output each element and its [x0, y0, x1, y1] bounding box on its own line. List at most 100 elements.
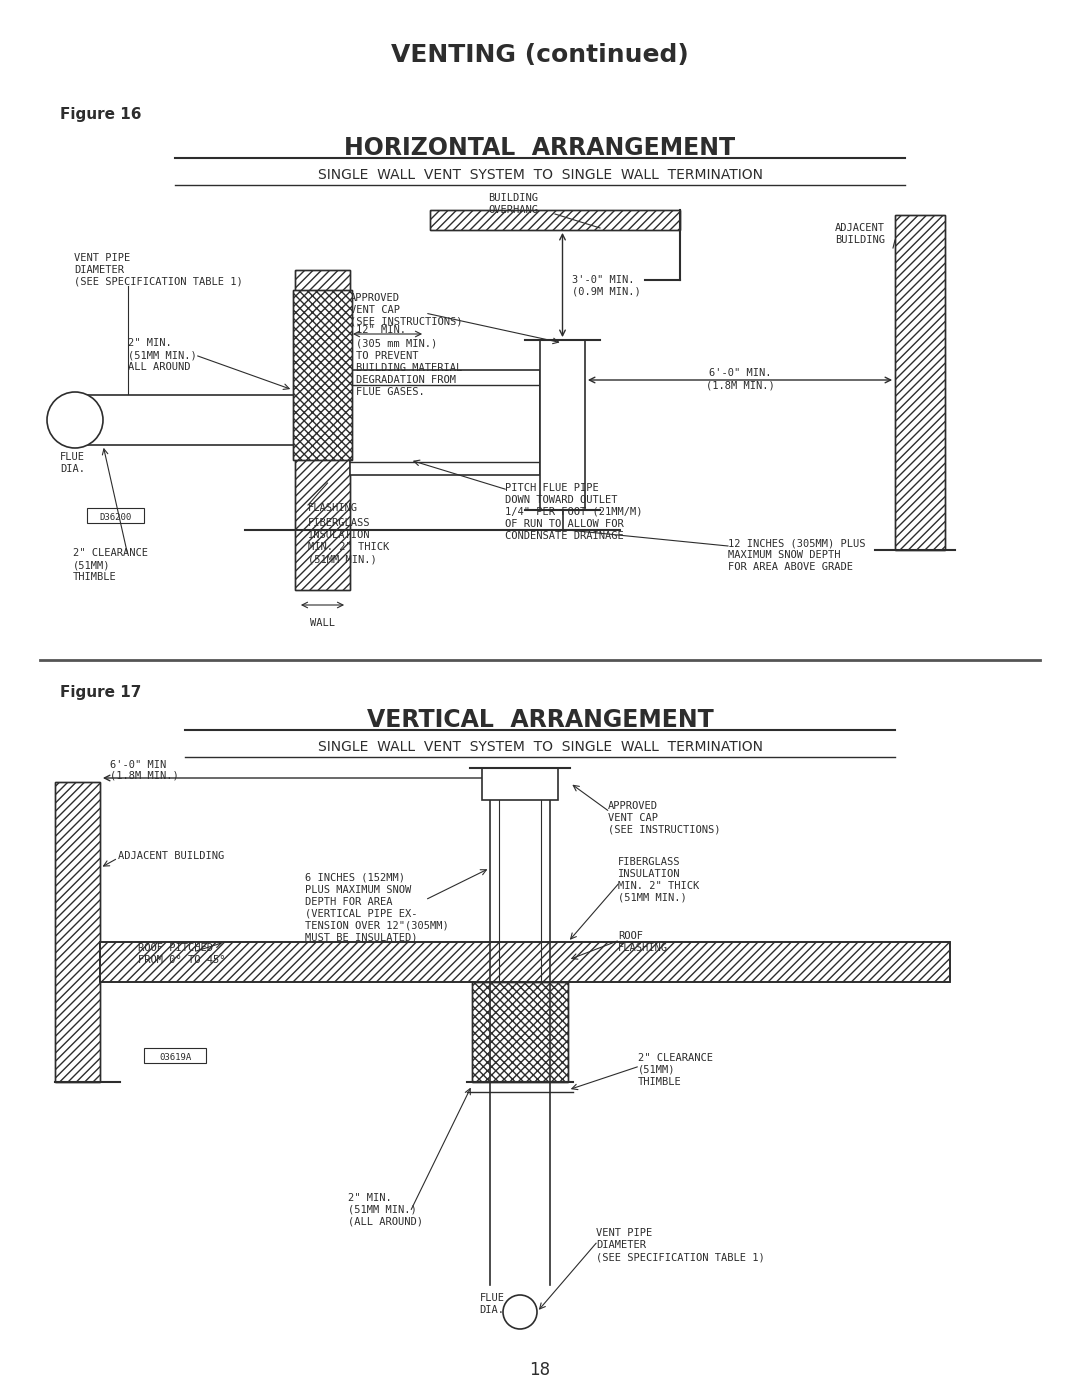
Bar	[100, 942, 950, 982]
Text: Figure 17: Figure 17	[60, 685, 141, 700]
Text: DIAMETER: DIAMETER	[596, 1241, 646, 1250]
Text: (SEE SPECIFICATION TABLE 1): (SEE SPECIFICATION TABLE 1)	[596, 1252, 765, 1261]
Bar	[55, 782, 100, 1083]
Text: 03619A: 03619A	[159, 1052, 191, 1062]
Text: MUST BE INSULATED): MUST BE INSULATED)	[305, 933, 418, 943]
Text: 18: 18	[529, 1361, 551, 1379]
Text: MIN. 2" THICK: MIN. 2" THICK	[308, 542, 389, 552]
Bar	[472, 982, 568, 1083]
Text: (VERTICAL PIPE EX-: (VERTICAL PIPE EX-	[305, 909, 418, 919]
Text: DIAMETER: DIAMETER	[75, 265, 124, 275]
Text: VERTICAL  ARRANGEMENT: VERTICAL ARRANGEMENT	[366, 708, 714, 732]
Text: 2" MIN.: 2" MIN.	[129, 338, 172, 348]
Text: (51MM MIN.): (51MM MIN.)	[618, 893, 687, 902]
Text: FLASHING: FLASHING	[308, 503, 357, 513]
Text: BUILDING: BUILDING	[488, 193, 538, 203]
Bar	[100, 942, 950, 982]
Text: ADJACENT: ADJACENT	[835, 224, 885, 233]
Text: VENT PIPE: VENT PIPE	[75, 253, 131, 263]
Text: 3'-0" MIN.: 3'-0" MIN.	[572, 275, 635, 285]
Text: OF RUN TO ALLOW FOR: OF RUN TO ALLOW FOR	[505, 520, 624, 529]
Text: FIBERGLASS: FIBERGLASS	[308, 518, 370, 528]
Text: VENTING (continued): VENTING (continued)	[391, 43, 689, 67]
Text: VENT PIPE: VENT PIPE	[596, 1228, 652, 1238]
Text: (ALL AROUND): (ALL AROUND)	[348, 1217, 423, 1227]
Text: CONDENSATE DRAINAGE: CONDENSATE DRAINAGE	[505, 531, 624, 541]
Text: BUILDING: BUILDING	[835, 235, 885, 244]
Text: FOR AREA ABOVE GRADE: FOR AREA ABOVE GRADE	[728, 562, 853, 571]
Text: (51MM): (51MM)	[638, 1065, 675, 1076]
Text: 12" MIN.: 12" MIN.	[356, 326, 406, 335]
Text: OVERHANG: OVERHANG	[488, 205, 538, 215]
Text: ADJACENT BUILDING: ADJACENT BUILDING	[118, 851, 225, 861]
Bar	[472, 982, 568, 1083]
Text: MIN. 2" THICK: MIN. 2" THICK	[618, 882, 699, 891]
Text: INSULATION: INSULATION	[618, 869, 680, 879]
Bar	[295, 270, 350, 590]
Bar	[430, 210, 680, 231]
Text: FLUE: FLUE	[480, 1294, 504, 1303]
Bar	[65, 395, 300, 446]
Text: 6'-0" MIN: 6'-0" MIN	[110, 760, 166, 770]
Text: (51MM MIN.): (51MM MIN.)	[308, 555, 377, 564]
Text: DEGRADATION FROM: DEGRADATION FROM	[356, 374, 456, 386]
Text: DEPTH FOR AREA: DEPTH FOR AREA	[305, 897, 392, 907]
Text: WALL: WALL	[310, 617, 335, 629]
Bar	[482, 768, 558, 800]
Text: 2" CLEARANCE: 2" CLEARANCE	[73, 548, 148, 557]
Text: DIA.: DIA.	[480, 1305, 504, 1315]
Text: 6 INCHES (152MM): 6 INCHES (152MM)	[305, 873, 405, 883]
Text: FIBERGLASS: FIBERGLASS	[618, 856, 680, 868]
Text: VENT CAP: VENT CAP	[608, 813, 658, 823]
Text: TENSION OVER 12"(305MM): TENSION OVER 12"(305MM)	[305, 921, 449, 930]
Text: FROM 0° TO 45°: FROM 0° TO 45°	[138, 956, 226, 965]
Text: 2" CLEARANCE: 2" CLEARANCE	[638, 1053, 713, 1063]
Bar	[895, 215, 945, 550]
Text: VENT CAP: VENT CAP	[350, 305, 400, 314]
Text: DIA.: DIA.	[60, 464, 85, 474]
Bar	[295, 270, 350, 590]
Text: APPROVED: APPROVED	[350, 293, 400, 303]
Text: FLUE: FLUE	[60, 453, 85, 462]
Circle shape	[503, 1295, 537, 1329]
Text: (51MM MIN.): (51MM MIN.)	[348, 1206, 417, 1215]
Text: (0.9M MIN.): (0.9M MIN.)	[572, 286, 642, 298]
Bar	[55, 782, 100, 1083]
Text: THIMBLE: THIMBLE	[73, 571, 117, 583]
Text: D36200: D36200	[99, 513, 131, 521]
Text: PLUS MAXIMUM SNOW: PLUS MAXIMUM SNOW	[305, 886, 411, 895]
Bar	[540, 339, 585, 510]
Text: FLUE GASES.: FLUE GASES.	[356, 387, 424, 397]
Text: (SEE INSTRUCTIONS): (SEE INSTRUCTIONS)	[350, 317, 462, 327]
FancyBboxPatch shape	[87, 509, 144, 522]
Text: 1/4" PER FOOT (21MM/M): 1/4" PER FOOT (21MM/M)	[505, 507, 643, 517]
FancyBboxPatch shape	[144, 1048, 206, 1063]
Text: (SEE SPECIFICATION TABLE 1): (SEE SPECIFICATION TABLE 1)	[75, 277, 243, 286]
Text: ROOF PITCHED: ROOF PITCHED	[138, 943, 213, 953]
Text: SINGLE  WALL  VENT  SYSTEM  TO  SINGLE  WALL  TERMINATION: SINGLE WALL VENT SYSTEM TO SINGLE WALL T…	[318, 740, 762, 754]
Text: HORIZONTAL  ARRANGEMENT: HORIZONTAL ARRANGEMENT	[345, 136, 735, 161]
Text: (51MM): (51MM)	[73, 560, 110, 570]
Text: THIMBLE: THIMBLE	[638, 1077, 681, 1087]
Bar	[895, 215, 945, 550]
Text: PITCH FLUE PIPE: PITCH FLUE PIPE	[505, 483, 598, 493]
Text: ALL AROUND: ALL AROUND	[129, 362, 190, 372]
Text: TO PREVENT: TO PREVENT	[356, 351, 419, 360]
Text: BUILDING MATERIAL: BUILDING MATERIAL	[356, 363, 462, 373]
Circle shape	[48, 393, 103, 448]
Text: INSULATION: INSULATION	[308, 529, 370, 541]
Bar	[293, 291, 352, 460]
Text: DOWN TOWARD OUTLET: DOWN TOWARD OUTLET	[505, 495, 618, 504]
Text: FLASHING: FLASHING	[618, 943, 669, 953]
Text: 6'-0" MIN.: 6'-0" MIN.	[708, 367, 771, 379]
Text: 12 INCHES (305MM) PLUS: 12 INCHES (305MM) PLUS	[728, 538, 865, 548]
Text: (51MM MIN.): (51MM MIN.)	[129, 351, 197, 360]
Text: (1.8M MIN.): (1.8M MIN.)	[705, 380, 774, 390]
Text: (305 mm MIN.): (305 mm MIN.)	[356, 338, 437, 348]
Bar	[293, 291, 352, 460]
Text: SINGLE  WALL  VENT  SYSTEM  TO  SINGLE  WALL  TERMINATION: SINGLE WALL VENT SYSTEM TO SINGLE WALL T…	[318, 168, 762, 182]
Bar	[430, 210, 680, 231]
Text: 2" MIN.: 2" MIN.	[348, 1193, 392, 1203]
Text: (SEE INSTRUCTIONS): (SEE INSTRUCTIONS)	[608, 826, 720, 835]
Text: ROOF: ROOF	[618, 930, 643, 942]
